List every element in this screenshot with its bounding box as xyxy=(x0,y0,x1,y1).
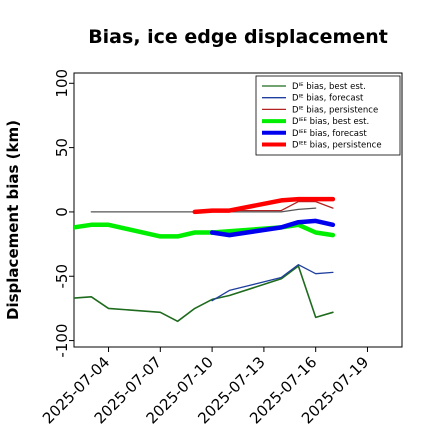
legend-label-d-bias-best-est-3: Dᴵᴱᴱ bias, best est. xyxy=(292,117,369,127)
y-tick-label: 0 xyxy=(53,207,71,217)
y-tick-label: 50 xyxy=(53,138,71,157)
series-layer xyxy=(74,196,336,323)
legend: Dᴵᴱ bias, best est.Dᴵᴱ bias, forecastDᴵᴱ… xyxy=(255,75,401,156)
legend-label-d-bias-forecast-1: Dᴵᴱ bias, forecast xyxy=(292,94,364,104)
chart-title: Bias, ice edge displacement xyxy=(88,26,388,48)
x-axis-ticks: 2025-07-042025-07-072025-07-102025-07-13… xyxy=(39,347,372,427)
y-axis-label: Displacement bias (km) xyxy=(4,120,22,320)
series-line-1 xyxy=(211,264,334,302)
y-tick-label: 100 xyxy=(53,69,71,98)
series-line-5 xyxy=(209,218,336,238)
y-tick-label: -100 xyxy=(53,324,71,358)
series-line-6 xyxy=(192,196,336,215)
legend-box xyxy=(255,75,401,156)
y-tick-label: -50 xyxy=(53,264,71,289)
series-line-4 xyxy=(74,222,336,239)
legend-label-d-bias-persistence-5: Dᴵᴱᴱ bias, persistence xyxy=(292,141,382,151)
series-line-0 xyxy=(74,265,334,323)
legend-label-d-bias-best-est-0: Dᴵᴱ bias, best est. xyxy=(292,82,366,92)
legend-label-d-bias-forecast-4: Dᴵᴱᴱ bias, forecast xyxy=(292,129,367,139)
plot-area xyxy=(73,72,403,348)
series-line-2 xyxy=(211,200,334,212)
y-axis-ticks: 100 50 0 -50 -100 xyxy=(53,69,74,358)
legend-label-d-bias-persistence-2: Dᴵᴱ bias, persistence xyxy=(292,105,378,115)
